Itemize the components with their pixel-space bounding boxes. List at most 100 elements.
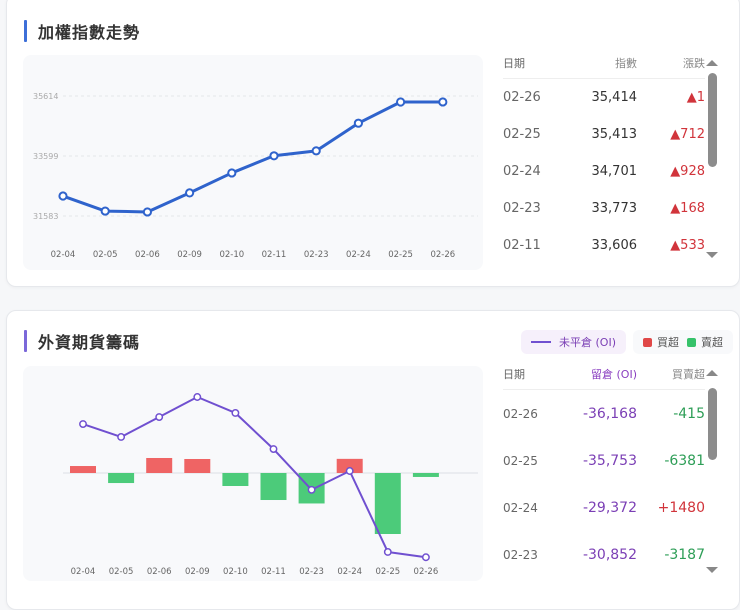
index-card: 加權指數走勢 31583 33599 35614 02-04 02-05 02-06 02-… xyxy=(6,0,740,287)
legend-line-swatch xyxy=(531,341,551,343)
scroll-thumb[interactable] xyxy=(708,388,717,460)
scroll-up-arrow-icon[interactable] xyxy=(706,60,718,66)
row-date: 02-26 xyxy=(503,90,541,105)
table-row[interactable]: 02-24 34,701 ▲928 xyxy=(503,153,705,190)
row-value: 34,701 xyxy=(591,164,638,179)
row-value: 35,413 xyxy=(591,127,638,142)
row-value: -35,753 xyxy=(582,452,637,469)
x-tick-label: 02-09 xyxy=(185,567,210,577)
x-tick-label: 02-23 xyxy=(304,250,329,260)
index-table-scrollbar[interactable] xyxy=(706,60,718,265)
futures-card: 外資期貨籌碼 未平倉 (OI) 買超 賣超 02-04 02-05 02-06 02-… xyxy=(6,310,740,610)
x-tick-label: 02-24 xyxy=(337,567,362,577)
x-tick-label: 02-04 xyxy=(51,250,76,260)
col-date: 日期 xyxy=(503,367,525,381)
row-date: 02-23 xyxy=(503,201,541,216)
sell-bar xyxy=(108,473,135,484)
y-tick-label: 35614 xyxy=(33,92,58,101)
scroll-up-arrow-icon[interactable] xyxy=(706,370,718,376)
x-tick-label: 02-26 xyxy=(430,250,455,260)
data-point xyxy=(311,146,321,156)
futures-card-title: 外資期貨籌碼 xyxy=(38,333,141,352)
col-change: 漲跌 xyxy=(683,56,705,70)
legend-oi-label: 未平倉 (OI) xyxy=(559,336,616,349)
scroll-down-arrow-icon[interactable] xyxy=(706,252,718,258)
futures-card-header: 外資期貨籌碼 xyxy=(24,329,140,353)
table-row[interactable]: 02-24 -29,372 +1480 xyxy=(503,484,705,531)
legend-buy-swatch xyxy=(643,337,652,347)
data-point xyxy=(421,553,430,562)
oi-line xyxy=(82,395,427,559)
x-tick-label: 02-25 xyxy=(388,250,413,260)
index-table-header: 日期 指數 漲跌 xyxy=(503,47,705,79)
table-row[interactable]: 02-25 -35,753 -6381 xyxy=(503,437,705,484)
row-change: -415 xyxy=(673,405,705,422)
x-tick-label: 02-25 xyxy=(375,567,400,577)
row-date: 02-23 xyxy=(503,547,538,562)
futures-table-scrollbar[interactable] xyxy=(706,370,718,576)
col-net: 買賣超 xyxy=(672,367,705,381)
y-tick-label: 31583 xyxy=(33,212,58,221)
legend-buy-label: 買超 xyxy=(657,336,679,349)
x-tick-label: 02-11 xyxy=(261,567,286,577)
data-point xyxy=(269,445,278,453)
data-point xyxy=(79,420,87,428)
legend-sell-swatch xyxy=(687,337,696,347)
buy-bar xyxy=(184,458,211,473)
row-value: 33,773 xyxy=(591,201,638,216)
x-tick-label: 02-24 xyxy=(346,250,371,260)
index-line xyxy=(62,100,443,214)
col-index: 指數 xyxy=(615,56,637,70)
table-row[interactable]: 02-26 35,414 ▲1 xyxy=(503,79,705,116)
row-value: -36,168 xyxy=(582,405,637,422)
row-date: 02-25 xyxy=(503,127,541,142)
data-point xyxy=(117,433,126,441)
row-date: 02-11 xyxy=(503,238,541,253)
scroll-thumb[interactable] xyxy=(708,73,717,167)
futures-table: 日期 留倉 (OI) 買賣超 02-26 -36,168 -415 02-25 -35,… xyxy=(503,358,705,578)
title-accent-bar xyxy=(24,20,27,42)
x-tick-label: 02-05 xyxy=(93,250,118,260)
futures-combo-chart: 02-04 02-05 02-06 02-09 02-10 02-11 02-23 02-24… xyxy=(63,393,478,577)
y-tick-label: 33599 xyxy=(33,152,58,161)
row-date: 02-26 xyxy=(503,406,538,421)
table-row[interactable]: 02-23 33,773 ▲168 xyxy=(503,190,705,227)
sell-bar xyxy=(374,473,401,535)
data-point xyxy=(307,485,316,494)
row-change: -3187 xyxy=(664,546,705,563)
x-tick-label: 02-10 xyxy=(219,250,244,260)
table-row[interactable]: 02-11 33,606 ▲533 xyxy=(503,227,705,264)
row-change: ▲168 xyxy=(670,201,705,216)
row-date: 02-24 xyxy=(503,164,541,179)
data-point xyxy=(185,188,195,198)
table-row[interactable]: 02-25 35,413 ▲712 xyxy=(503,116,705,153)
buy-bar xyxy=(336,458,363,473)
data-point xyxy=(58,191,68,201)
x-tick-label: 02-10 xyxy=(223,567,248,577)
index-table: 日期 指數 漲跌 02-26 35,414 ▲1 02-25 35,413 ▲712 02-… xyxy=(503,47,705,264)
data-point xyxy=(383,548,392,556)
row-value: 35,414 xyxy=(591,90,638,105)
legend-sell-label: 賣超 xyxy=(701,336,723,349)
data-point xyxy=(155,413,164,421)
row-value: -29,372 xyxy=(582,499,637,516)
futures-chart: 02-04 02-05 02-06 02-09 02-10 02-11 02-23 02-24… xyxy=(23,366,483,581)
data-point xyxy=(353,118,363,128)
row-date: 02-25 xyxy=(503,453,538,468)
scroll-down-arrow-icon[interactable] xyxy=(706,567,718,573)
x-tick-label: 02-11 xyxy=(262,250,287,260)
row-change: ▲533 xyxy=(670,238,705,253)
data-point xyxy=(142,207,153,217)
legend-oi: 未平倉 (OI) xyxy=(521,330,626,354)
x-tick-label: 02-23 xyxy=(299,567,324,577)
sell-bar xyxy=(222,473,249,487)
x-tick-label: 02-09 xyxy=(177,250,202,260)
table-row[interactable]: 02-23 -30,852 -3187 xyxy=(503,531,705,578)
data-point xyxy=(227,168,237,178)
col-oi: 留倉 (OI) xyxy=(591,367,637,381)
sell-bar xyxy=(260,473,287,501)
data-point xyxy=(231,409,240,417)
row-date: 02-24 xyxy=(503,500,538,515)
table-row[interactable]: 02-26 -36,168 -415 xyxy=(503,390,705,437)
futures-table-header: 日期 留倉 (OI) 買賣超 xyxy=(503,358,705,390)
